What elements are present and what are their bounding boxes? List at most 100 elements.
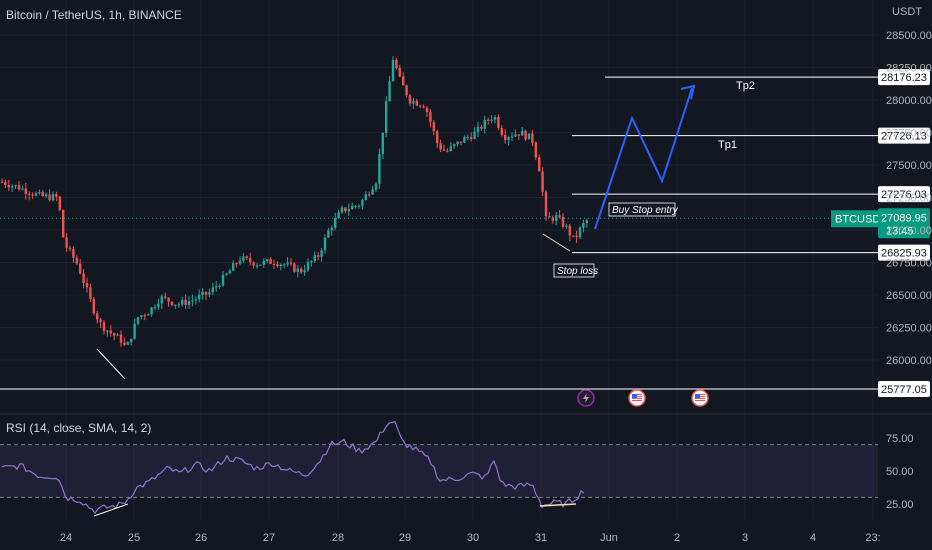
price-tag-tp1: 27726.13 [878,127,930,144]
candle [534,141,537,161]
candle-body [453,144,456,147]
candle-body [310,261,313,263]
candle-body [459,141,463,143]
candle-body [123,342,126,345]
candle [470,132,473,142]
candle [225,272,228,277]
candle [422,104,425,109]
candle [153,304,157,310]
price-tag-bg [878,380,930,397]
candle [174,304,177,309]
candle-body [582,222,585,228]
price-tag-entry: 27276.03 [878,186,930,203]
candle-body [347,209,350,212]
candle [334,212,337,231]
candle-body [289,262,293,264]
candle-body [92,298,95,314]
candle-body [405,85,408,96]
label-box-bg [553,263,595,278]
candle [102,320,106,335]
candle-body [225,273,228,275]
candle-body [320,250,323,257]
candle-body [245,256,248,258]
candle-body [218,285,221,287]
candle [215,281,218,292]
candle [48,189,51,202]
candle [412,97,415,109]
candle-body [473,131,476,139]
candle [187,295,191,309]
price-tick-label: 27250.00 [886,193,932,205]
candle [487,117,490,125]
time-tick-label: 31 [535,532,547,544]
candle-body [41,192,44,197]
candle [300,266,303,275]
stop-label: Stop loss [557,266,598,277]
candle [296,265,299,278]
candle-body [119,334,123,343]
symbol-title[interactable]: Bitcoin / TetherUS, 1h, BINANCE [6,8,182,22]
candle [41,190,44,197]
candle [497,114,500,131]
candle [371,185,374,196]
candle-body [85,283,89,288]
candle [279,263,282,271]
candle-body [106,330,109,332]
candle-body [466,137,469,139]
candle [391,56,395,82]
price-tick-label: 26250.00 [886,323,932,335]
candle [337,209,340,219]
candle-body [102,322,106,331]
candle [323,234,327,254]
candle [242,252,245,263]
candle-body [286,262,289,265]
candle [201,288,204,300]
candle [150,307,153,317]
candle [524,129,527,142]
candle [133,318,136,340]
candle [136,316,140,326]
rsi-label[interactable]: RSI (14, close, SMA, 14, 2) [6,421,152,435]
candle-body [334,218,337,228]
candle [211,282,214,296]
candle [99,317,102,328]
candle-body [541,171,544,192]
candle [340,205,344,214]
candle-body [259,264,262,266]
flag-canton [632,394,637,398]
candle [306,258,310,272]
candle-body [157,303,160,308]
candle-body [371,189,374,195]
candle-body [4,181,7,186]
price-tag-bg [878,69,930,86]
price-tick-label: 26000.00 [886,355,932,367]
candle [7,179,10,191]
candle [0,178,4,183]
candle [378,148,381,189]
candle-body [31,194,34,196]
candle-body [398,68,401,77]
time-tick-label: 26 [195,532,207,544]
flag-stripe [695,400,705,401]
candle [259,264,262,266]
entry-label: Buy Stop entry [612,205,679,216]
candle-body [493,116,497,120]
candle-body [28,193,31,195]
price-tick-label: 28500.00 [886,30,932,42]
candle [419,104,422,109]
candle [51,191,55,202]
candle [310,260,313,267]
candle-body [476,126,480,132]
candle [204,291,208,301]
candle-body [432,122,435,132]
candle-body [303,270,306,273]
countdown-text: 13:45 [886,225,914,237]
candle-body [7,185,10,188]
candle-body [24,188,27,194]
candle [541,167,544,196]
candle-body [17,185,21,190]
candle [191,294,194,307]
candle [364,191,367,201]
annotations: 28176.23 27726.13 27276.03 26825.93 25777.05… [0,69,930,407]
